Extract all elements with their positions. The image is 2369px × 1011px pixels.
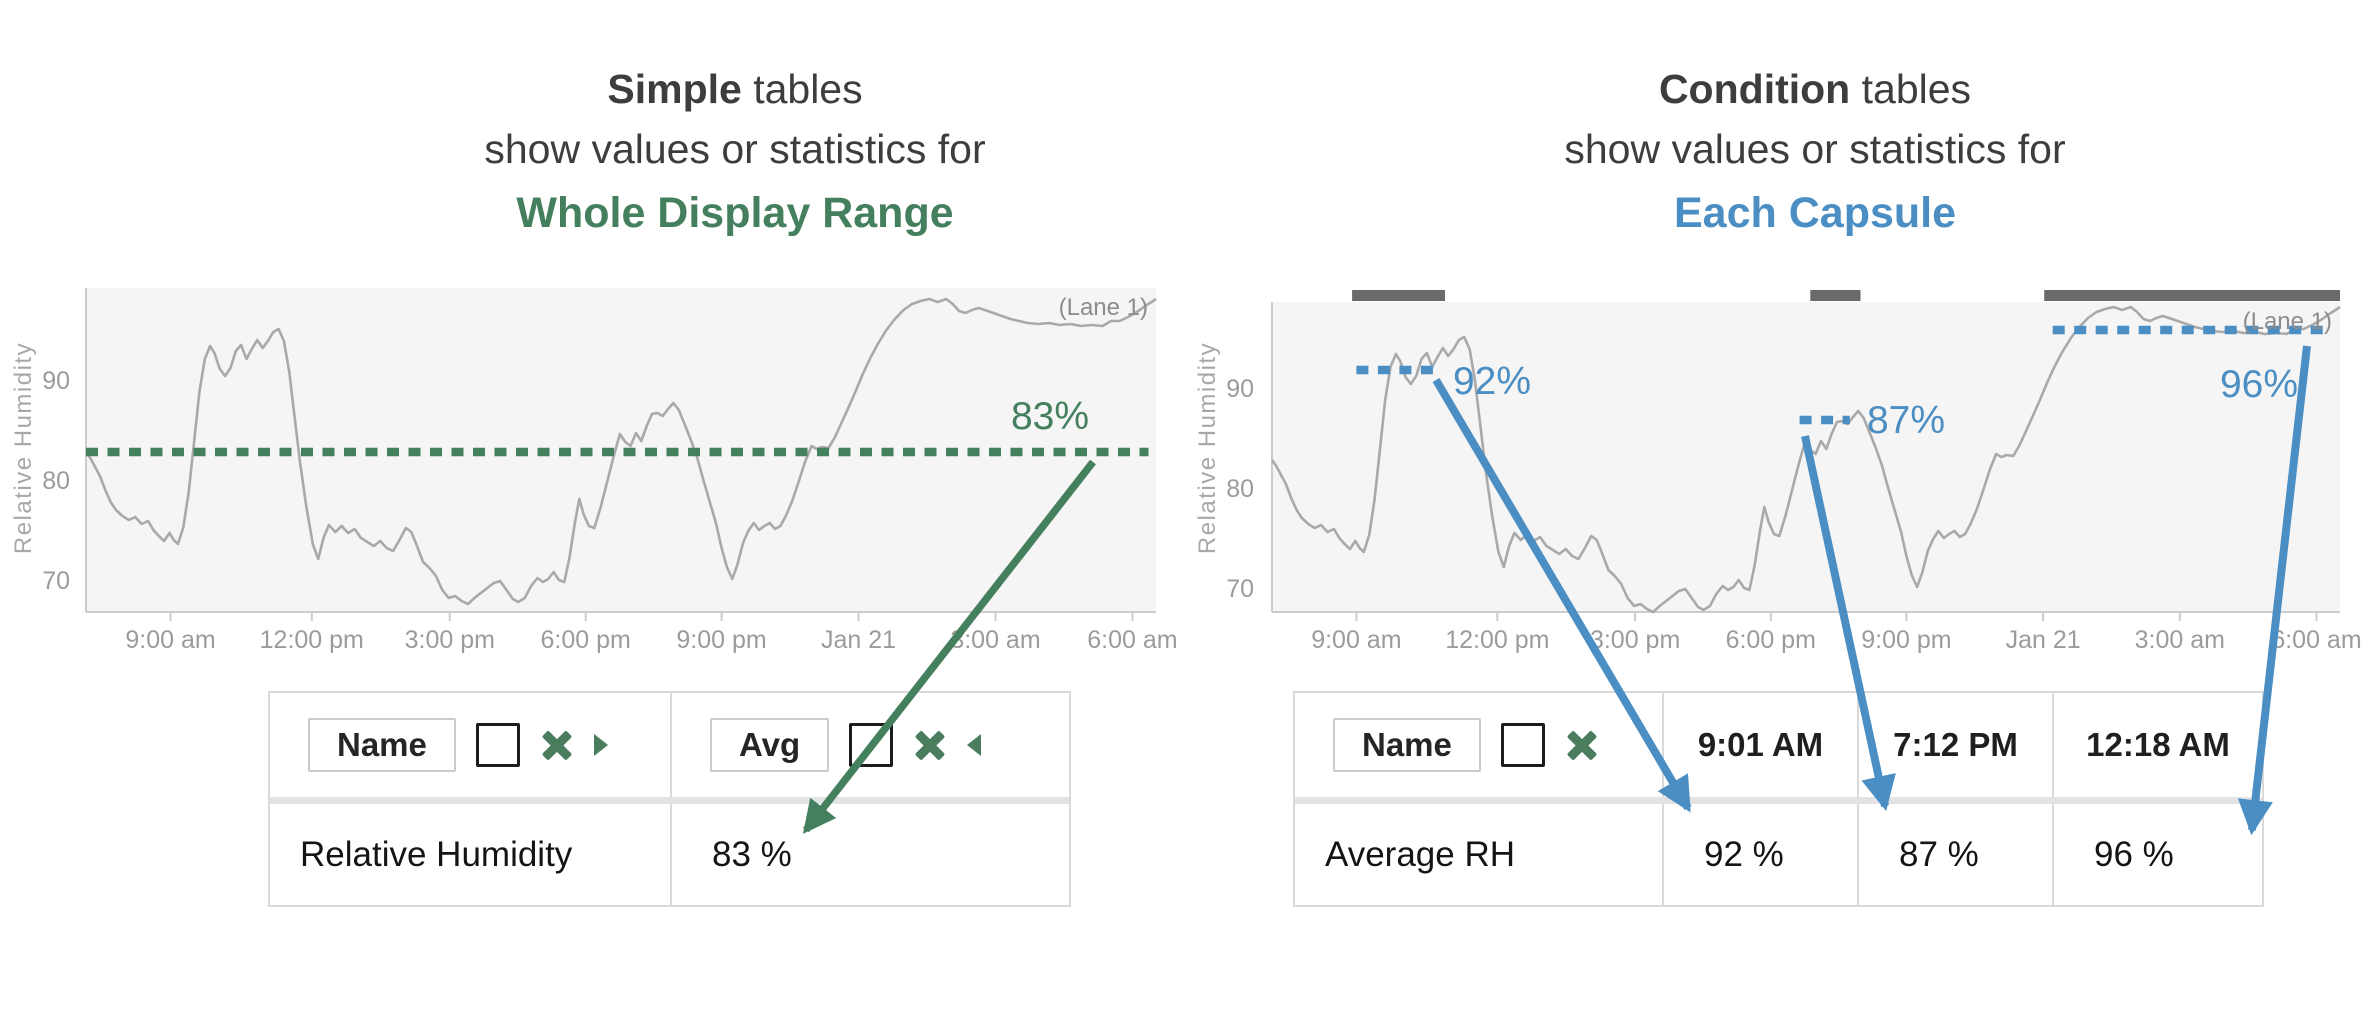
capsule-bar [1352, 290, 1445, 301]
remove-avg-column-icon[interactable] [913, 728, 947, 762]
move-column-left-icon[interactable] [967, 734, 982, 756]
avg-column-checkbox[interactable] [849, 723, 894, 767]
signal-line [1270, 305, 2341, 614]
move-column-right-icon[interactable] [593, 734, 608, 756]
capsule-bar [1810, 290, 1861, 301]
signal-line [84, 297, 1157, 606]
name-column-checkbox[interactable] [475, 723, 520, 767]
table-header-divider [1295, 797, 2262, 804]
table-row: Average RH 92 % 87 % 96 % [1295, 804, 2262, 905]
capsule-2-header: 7:12 PM [1857, 693, 2052, 797]
capsule-2-value-cell: 87 % [1857, 804, 2052, 905]
capsule-3-value-cell: 96 % [2052, 804, 2262, 905]
title-line-1: Condition tables [1365, 58, 2265, 120]
simple-panel-title: Simple tables show values or statistics … [285, 58, 1185, 244]
signal-name-cell: Average RH [1325, 834, 1516, 874]
condition-table-panel: Condition tables show values or statisti… [1184, 0, 2369, 1011]
signal-name-cell: Relative Humidity [300, 834, 573, 874]
avg-column-header: Avg [670, 693, 1069, 797]
name-column-header: Name [1295, 693, 1662, 797]
name-column-button[interactable]: Name [1333, 718, 1481, 772]
name-column-button[interactable]: Name [308, 718, 456, 772]
avg-value-cell: 83 % [670, 804, 1069, 905]
title-bold-word: Condition [1658, 66, 1851, 112]
title-rest: tables [1850, 66, 1972, 112]
table-row: Relative Humidity 83 % [270, 804, 1069, 905]
plot-area[interactable] [1272, 302, 2340, 612]
condition-table: Name 9:01 AM 7:12 PM 12:18 AM Average RH… [1293, 691, 2264, 907]
title-bold-word: Simple [607, 66, 742, 112]
avg-column-button[interactable]: Avg [710, 718, 830, 772]
remove-name-column-icon[interactable] [1565, 728, 1599, 762]
name-column-header: Name [270, 693, 670, 797]
title-line-3: Each Capsule [1674, 189, 1956, 237]
title-rest: tables [741, 66, 863, 112]
table-header-row: Name 9:01 AM 7:12 PM 12:18 AM [1295, 693, 2262, 797]
simple-table: Name Avg Relative Humidity 83 % [268, 691, 1071, 907]
title-line-2: show values or statistics for [484, 126, 986, 172]
condition-panel-title: Condition tables show values or statisti… [1365, 58, 2265, 244]
title-line-3: Whole Display Range [516, 189, 954, 237]
title-line-2: show values or statistics for [1564, 126, 2066, 172]
capsule-1-header: 9:01 AM [1662, 693, 1857, 797]
capsule-1-value-cell: 92 % [1662, 804, 1857, 905]
capsule-bar [2044, 290, 2340, 301]
title-line-1: Simple tables [285, 58, 1185, 120]
simple-table-panel: Simple tables show values or statistics … [10, 58, 1185, 907]
capsule-3-header: 12:18 AM [2052, 693, 2262, 797]
table-header-divider [270, 797, 1069, 804]
name-column-checkbox[interactable] [1500, 723, 1545, 767]
remove-name-column-icon[interactable] [540, 728, 574, 762]
table-header-row: Name Avg [270, 693, 1069, 797]
